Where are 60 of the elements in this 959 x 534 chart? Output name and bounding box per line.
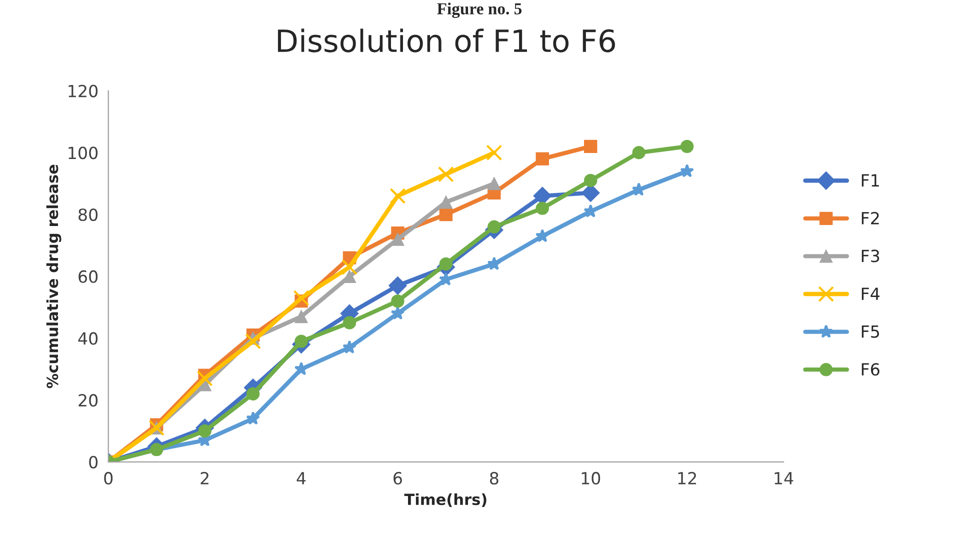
y-tick-label: 100: [68, 146, 98, 160]
point: [388, 276, 407, 295]
point: [342, 316, 356, 330]
point: [246, 411, 260, 425]
point: [438, 272, 453, 286]
point: [488, 176, 501, 190]
point: [246, 387, 260, 400]
point: [680, 140, 694, 154]
legend-label: F1: [862, 174, 879, 186]
legend-label: F4: [862, 288, 880, 300]
point: [198, 424, 212, 438]
point: [632, 146, 646, 160]
point: [488, 220, 501, 234]
point: [439, 257, 453, 271]
point: [680, 164, 694, 178]
legend-label: F6: [862, 363, 880, 376]
point: [391, 232, 404, 246]
point: [294, 362, 308, 376]
legend-label: F3: [862, 250, 880, 262]
text: Figure no. 5: [437, 2, 522, 18]
point: [584, 174, 598, 188]
point: [486, 144, 502, 161]
x-tick-label: 8: [490, 472, 498, 485]
x-axis-title: Time(hrs): [404, 493, 486, 507]
point: [535, 228, 550, 242]
y-tick-label: 20: [78, 394, 98, 407]
y-tick-label: 40: [78, 332, 98, 345]
x-tick-label: 0: [104, 472, 113, 485]
x-tick-label: 6: [394, 472, 402, 485]
point: [390, 188, 406, 204]
point: [390, 306, 405, 320]
x-tick-label: 12: [678, 472, 696, 484]
point: [438, 166, 454, 182]
point: [487, 256, 502, 270]
point: [584, 204, 598, 218]
point: [342, 259, 358, 276]
x-tick-label: 4: [296, 472, 306, 484]
y-axis-title: %cumulative drug release: [46, 164, 62, 388]
point: [439, 208, 453, 222]
x-tick-label: 14: [774, 472, 794, 484]
x-tick-label: 10: [582, 472, 600, 485]
legend-label: F2: [862, 212, 879, 224]
point: [293, 290, 310, 306]
point: [294, 310, 308, 324]
point: [536, 202, 549, 215]
point: [294, 334, 308, 348]
point: [245, 333, 262, 350]
y-tick-label: 80: [78, 208, 98, 222]
point: [536, 152, 549, 166]
legend-label: F5: [862, 325, 879, 338]
y-tick-label: 60: [78, 270, 98, 283]
point: [584, 140, 598, 154]
point: [342, 340, 356, 354]
point: [439, 196, 453, 209]
y-tick-label: 0: [89, 456, 98, 468]
chart-title: Dissolution of F1 to F6: [278, 28, 615, 52]
point: [391, 294, 404, 308]
point: [196, 370, 213, 386]
y-tick-label: 120: [68, 84, 98, 98]
x-tick-label: 2: [200, 472, 208, 484]
